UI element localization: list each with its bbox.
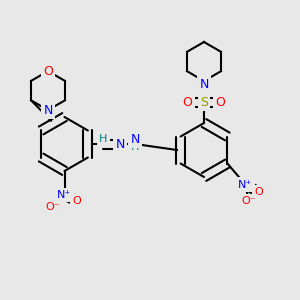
Text: O⁻: O⁻ bbox=[45, 202, 60, 212]
Text: O: O bbox=[183, 95, 192, 109]
Text: S: S bbox=[200, 95, 208, 109]
Text: N⁺: N⁺ bbox=[57, 190, 72, 200]
Text: O: O bbox=[216, 95, 225, 109]
Text: O: O bbox=[43, 64, 53, 78]
Text: N: N bbox=[115, 137, 125, 151]
Text: O: O bbox=[72, 196, 81, 206]
Text: O: O bbox=[254, 187, 263, 197]
Text: H: H bbox=[131, 142, 139, 152]
Text: N: N bbox=[43, 103, 53, 117]
Text: N: N bbox=[199, 77, 209, 91]
Text: N: N bbox=[130, 133, 140, 146]
Text: O⁻: O⁻ bbox=[241, 196, 256, 206]
Text: H: H bbox=[99, 134, 108, 145]
Text: N⁺: N⁺ bbox=[238, 179, 253, 190]
